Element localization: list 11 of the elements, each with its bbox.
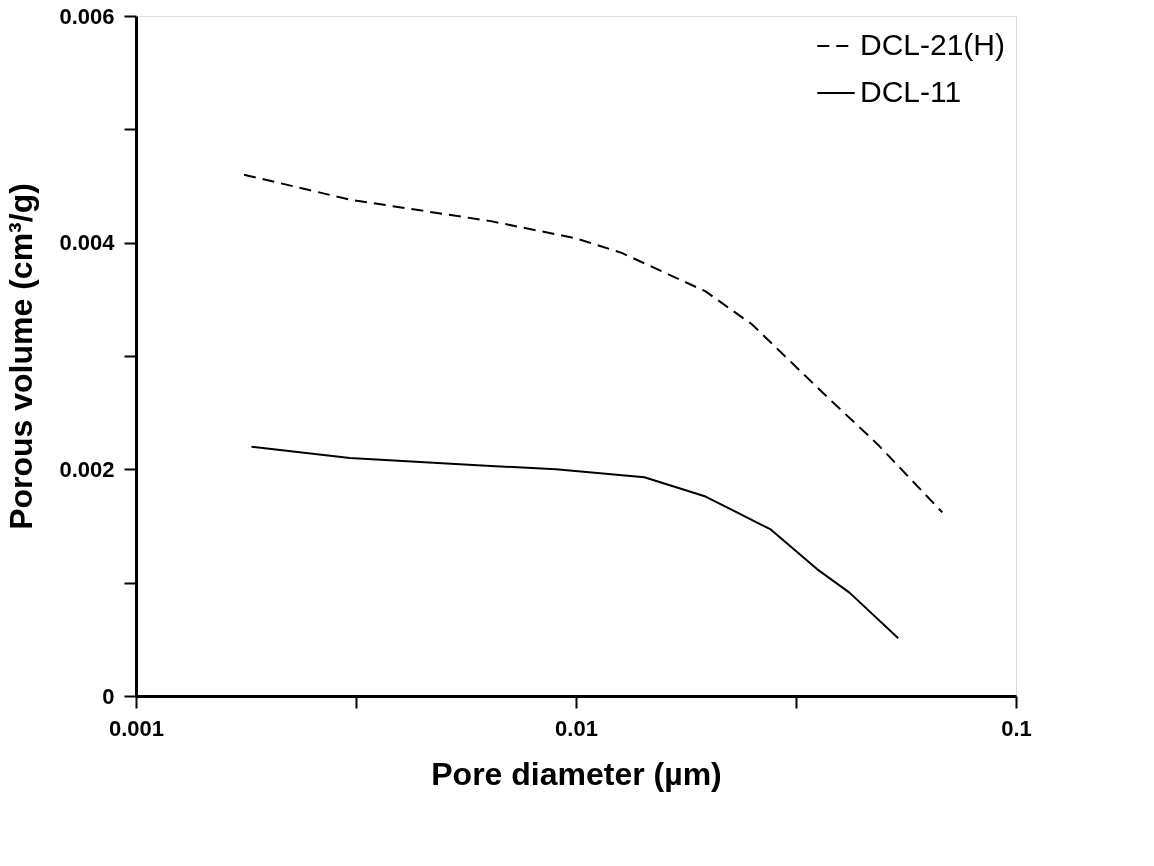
y-tick-label: 0.006 — [59, 3, 115, 29]
y-tick-label: 0.002 — [59, 456, 115, 482]
legend-label: DCL-21(H) — [860, 28, 1006, 61]
y-tick-label: 0 — [102, 683, 115, 709]
y-tick-label: 0.004 — [59, 230, 116, 256]
x-tick-label: 0.01 — [555, 715, 598, 741]
x-axis-title: Pore diameter (µm) — [431, 755, 722, 792]
y-axis-title: Porous volume (cm³/g) — [3, 183, 40, 530]
legend-label: DCL-11 — [860, 75, 962, 108]
x-tick-label: 0.1 — [1001, 715, 1032, 741]
x-tick-label: 0.001 — [108, 715, 165, 741]
